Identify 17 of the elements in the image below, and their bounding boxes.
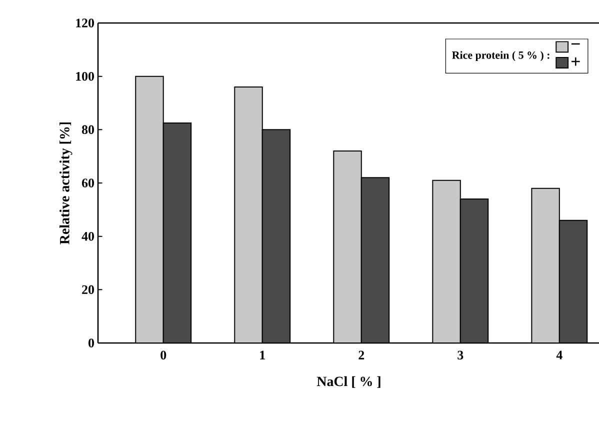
x-axis-title: NaCl [ % ]	[316, 376, 380, 388]
x-tick-label: 2	[358, 350, 364, 360]
x-tick-label: 1	[260, 350, 265, 360]
x-tick-label: 3	[458, 350, 464, 360]
y-tick-label: 40	[82, 232, 94, 241]
x-tick-label: 0	[160, 350, 166, 360]
y-tick-label: 80	[82, 125, 94, 134]
y-tick-label: 60	[82, 178, 94, 188]
y-tick-label: 100	[76, 72, 94, 81]
y-axis-title: Relative activity [%]	[60, 122, 72, 244]
legend-label: +	[571, 57, 580, 66]
y-tick-label: 20	[82, 285, 94, 294]
y-tick-label: 120	[76, 18, 94, 28]
legend-title: Rice protein ( 5 % ) :	[452, 51, 550, 62]
y-tick-label: 0	[88, 338, 94, 348]
legend-label: −	[571, 43, 580, 45]
x-tick-label: 4	[556, 350, 562, 360]
